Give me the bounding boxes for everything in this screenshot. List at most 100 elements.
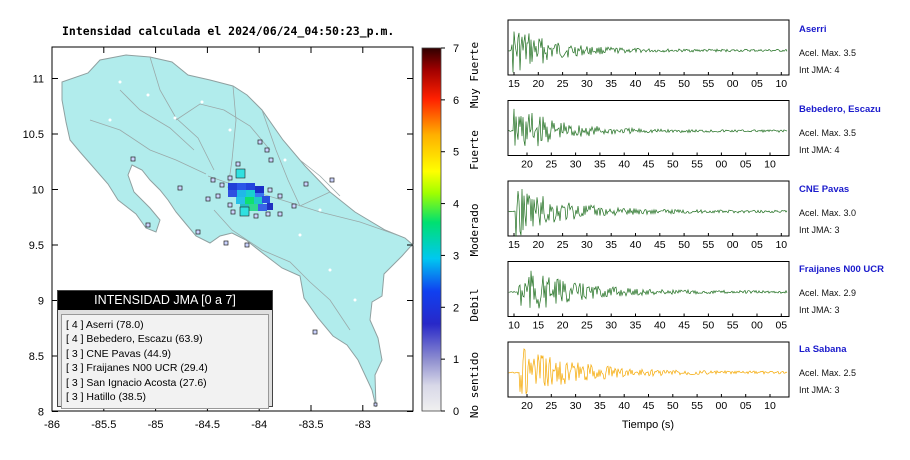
waveform-tick-label: 00 [716,400,728,412]
waveform-tick-label: 35 [605,239,617,251]
waveform-tick-label: 45 [678,320,690,332]
station-intensity: Int JMA: 3 [799,305,840,315]
waveform-tick-label: 10 [764,159,776,171]
waveform-tick-label: 15 [508,78,520,90]
waveform-tick-label: 50 [667,400,679,412]
map-y-tick-label: 8 [38,407,44,419]
colorbar-category-label: Muy Fuerte [468,42,481,108]
waveform-tick-label: 25 [557,239,569,251]
colorbar-ticks: 0 1 2 3 4 5 6 7 [441,43,459,418]
map-x-tick-label: -85.5 [91,419,116,431]
station-accel: Acel. Max. 3.5 [799,128,857,138]
waveform-tick-label: 45 [643,159,655,171]
waveform-tick-label: 30 [581,78,593,90]
legend-item: [ 3 ] CNE Pavas (44.9) [66,347,172,360]
town-dots [108,80,357,302]
colorbar-category-label: No sentido [468,352,481,418]
waveform-tick-label: 55 [691,159,703,171]
waveform-tick-label: 40 [654,320,666,332]
map-x-axis: -86 -85.5 -85 -84.5 -84 -83.5 -83 [44,47,371,431]
waveform-tick-label: 25 [545,400,557,412]
waveform-trace [508,348,788,394]
colorbar-tick-label: 4 [453,199,459,211]
waveform-trace [508,31,788,73]
waveform-panel: 20 25 30 35 40 45 50 55 00 05 10 [507,100,790,171]
intensity-colorbar: 0 1 2 3 4 5 6 7 No sentido Debil Moderado Fuerte Mu… [421,42,481,418]
waveform-tick-label: 00 [716,159,728,171]
waveform-tick-label: 10 [775,239,787,251]
colorbar-tick-label: 6 [453,95,459,107]
waveform-tick-label: 40 [630,239,642,251]
colorbar-category-label: Moderado [468,204,481,257]
waveform-tick-label: 35 [594,159,606,171]
waveform-tick-label: 20 [521,159,533,171]
waveform-tick-label: 10 [775,78,787,90]
waveform-frame [507,341,790,398]
station-intensity: Int JMA: 4 [799,65,840,75]
station-accel: Acel. Max. 3.5 [799,48,857,58]
map-y-axis: 11 10.5 10 9.5 9 8.5 8 [23,74,413,419]
station-accel: Acel. Max. 3.0 [799,208,857,218]
station-name: La Sabana [799,344,847,355]
waveform-tick-label: 45 [654,239,666,251]
waveform-tick-label: 50 [678,239,690,251]
waveform-tick-label: 25 [557,78,569,90]
station-name: CNE Pavas [799,184,850,195]
waveform-tick-label: 50 [667,159,679,171]
waveform-tick-label: 05 [751,78,763,90]
map-y-tick-label: 8.5 [29,351,44,363]
waveform-tick-label: 45 [643,400,655,412]
colorbar-labels: No sentido Debil Moderado Fuerte Muy Fuerte [468,42,481,418]
waveform-tick-label: 40 [618,159,630,171]
station-name: Bebedero, Escazu [799,104,881,115]
waveform-trace [508,270,788,309]
intensity-grid [228,168,273,217]
waveform-tick-label: 00 [727,78,739,90]
map-y-tick-label: 9.5 [29,240,44,252]
waveform-tick-label: 55 [703,239,715,251]
waveform-tick-label: 20 [532,78,544,90]
map-x-tick-label: -84.5 [195,419,220,431]
waveform-tick-label: 25 [581,320,593,332]
waveform-frame [507,19,790,76]
waveform-trace [508,188,788,237]
map-x-tick-label: -83 [355,419,371,431]
intensity-legend: INTENSIDAD JMA [0 a 7] [ 4 ] Aserri (78.… [57,290,273,410]
waveform-frame [507,261,790,317]
waveform-tick-label: 30 [605,320,617,332]
waveform-panel: 20 25 30 35 40 45 50 55 00 05 10 [507,341,790,412]
station-markers [130,139,378,407]
waveform-tick-label: 30 [570,400,582,412]
waveform-trace [508,108,788,147]
waveform-tick-label: 50 [703,320,715,332]
waveform-tick-label: 20 [557,320,569,332]
waveform-tick-label: 40 [630,78,642,90]
waveform-tick-label: 30 [581,239,593,251]
map-title: Intensidad calculada el 2024/06/24_04:50… [62,24,395,38]
waveform-tick-label: 15 [508,239,520,251]
map-y-tick-label: 11 [33,74,44,86]
station-name: Aserri [799,24,827,35]
waveform-tick-label: 05 [775,320,787,332]
colorbar-tick-label: 3 [453,250,459,262]
waveform-tick-label: 30 [570,159,582,171]
station-intensity: Int JMA: 4 [799,145,840,155]
map-x-tick-label: -83.5 [298,419,323,431]
waveform-tick-label: 10 [508,320,520,332]
waveform-tick-label: 00 [751,320,763,332]
map-y-tick-label: 9 [38,296,44,308]
map-x-tick-label: -84 [251,419,267,431]
waveform-tick-label: 55 [703,78,715,90]
waveform-tick-label: 55 [691,400,703,412]
station-accel: Acel. Max. 2.5 [799,368,857,378]
legend-item: [ 3 ] Fraijanes N00 UCR (29.4) [66,362,208,375]
colorbar-tick-label: 7 [453,43,459,55]
colorbar-tick-label: 2 [453,302,459,314]
waveform-frame [507,100,790,156]
waveform-tick-label: 35 [605,78,617,90]
colorbar-tick-label: 1 [453,354,459,366]
station-accel: Acel. Max. 2.9 [799,288,857,298]
waveform-tick-label: 20 [521,400,533,412]
waveform-tick-label: 45 [654,78,666,90]
waveform-tick-label: 00 [727,239,739,251]
